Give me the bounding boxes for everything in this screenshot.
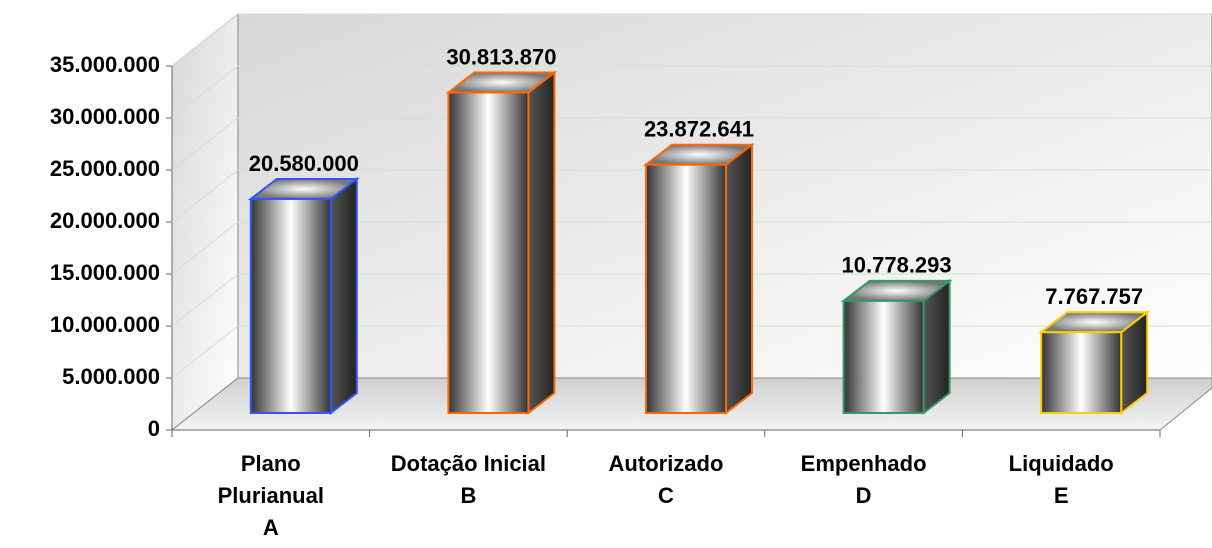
x-tick-label: Autorizado bbox=[609, 451, 724, 476]
value-label: 7.767.757 bbox=[1045, 284, 1143, 309]
value-label: 30.813.870 bbox=[446, 44, 556, 69]
grid-line bbox=[171, 273, 239, 327]
grid-line bbox=[171, 65, 239, 119]
grid-line bbox=[171, 325, 239, 379]
y-tick-label: 30.000.000 bbox=[50, 104, 160, 129]
x-tick-label: Plurianual bbox=[218, 483, 324, 508]
grid-line bbox=[171, 117, 239, 171]
grid-line bbox=[171, 221, 239, 275]
x-tick-label: B bbox=[460, 483, 476, 508]
bar bbox=[249, 197, 332, 414]
x-tick-label: Liquidado bbox=[1009, 451, 1114, 476]
grid-line bbox=[171, 13, 239, 67]
x-tick-label: Plano bbox=[241, 451, 301, 476]
x-tick-label: Dotação Inicial bbox=[391, 451, 546, 476]
value-label: 10.778.293 bbox=[842, 253, 952, 278]
y-tick-label: 20.000.000 bbox=[50, 208, 160, 233]
x-tick-label: Empenhado bbox=[801, 451, 927, 476]
bar bbox=[447, 91, 530, 414]
value-label: 20.580.000 bbox=[249, 151, 359, 176]
x-tick-label: C bbox=[658, 483, 674, 508]
x-tick-label: A bbox=[263, 515, 279, 540]
y-tick-label: 10.000.000 bbox=[50, 312, 160, 337]
x-tick-label: E bbox=[1054, 483, 1069, 508]
bar bbox=[842, 299, 925, 415]
bar-side bbox=[329, 176, 358, 416]
value-label: 23.872.641 bbox=[644, 117, 754, 142]
grid-line bbox=[171, 169, 239, 223]
y-tick-label: 35.000.000 bbox=[50, 52, 160, 77]
bar-side bbox=[725, 142, 753, 416]
bar bbox=[1040, 331, 1123, 415]
y-tick-label: 25.000.000 bbox=[50, 156, 160, 181]
bar-side bbox=[527, 70, 556, 416]
y-tick-label: 15.000.000 bbox=[50, 260, 160, 285]
left-wall bbox=[171, 12, 239, 432]
y-tick-label: 0 bbox=[148, 416, 160, 441]
y-tick-label: 5.000.000 bbox=[62, 364, 160, 389]
bar-side bbox=[922, 278, 951, 416]
bar bbox=[645, 163, 727, 414]
x-tick-label: D bbox=[856, 483, 872, 508]
